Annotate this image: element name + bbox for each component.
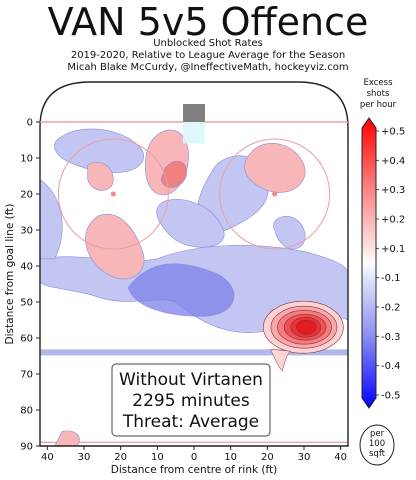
colorbar-title: Excess bbox=[363, 78, 393, 88]
y-tick-label: 70 bbox=[20, 370, 33, 381]
faceoff-dot-right bbox=[272, 191, 278, 197]
hot-spot-tail bbox=[269, 348, 291, 372]
rink-boards bbox=[39, 81, 349, 447]
y-tick-label: 50 bbox=[20, 298, 33, 309]
y-tick-label: 10 bbox=[20, 154, 33, 165]
y-tick-label: 30 bbox=[20, 226, 33, 237]
goal-crease bbox=[183, 122, 205, 144]
colorbar-tick-label: -0.5 bbox=[381, 391, 401, 402]
goal-net bbox=[183, 104, 205, 122]
faceoff-circle-right bbox=[219, 138, 331, 250]
faceoff-circle-left bbox=[57, 138, 169, 250]
cool-region-right-circle bbox=[273, 216, 306, 250]
colorbar-tick-label: +0.4 bbox=[381, 156, 405, 167]
y-tick-label: 90 bbox=[20, 442, 33, 453]
colorbar bbox=[361, 117, 377, 409]
unit-badge bbox=[359, 424, 395, 466]
colorbar-tick-label: +0.5 bbox=[381, 127, 405, 138]
x-tick-label: 20 bbox=[114, 452, 127, 463]
colorbar-tick-label: -0.3 bbox=[381, 332, 401, 343]
faceoff-dot-left bbox=[110, 191, 116, 197]
annotation-player-line: Without Virtanen bbox=[119, 370, 263, 390]
chart-title: VAN 5v5 Offence bbox=[47, 0, 369, 44]
x-tick-label: 30 bbox=[78, 452, 91, 463]
y-axis-label: Distance from goal line (ft) bbox=[4, 204, 16, 345]
cool-region-left-boards bbox=[40, 179, 63, 260]
x-axis-label: Distance from centre of rink (ft) bbox=[111, 464, 278, 476]
y-tick-label: 40 bbox=[20, 262, 33, 273]
chart-subtitle: Unblocked Shot Rates bbox=[153, 38, 263, 49]
chart-author-credit: Micah Blake McCurdy, @IneffectiveMath, h… bbox=[67, 62, 349, 73]
hot-spot-contour bbox=[296, 319, 317, 335]
colorbar-title: shots bbox=[367, 89, 390, 99]
x-tick-label: 0 bbox=[191, 452, 197, 463]
colorbar-tick-label: +0.3 bbox=[381, 185, 405, 196]
warm-region-left-circle bbox=[85, 213, 145, 280]
cold-region-slot bbox=[127, 263, 235, 317]
unit-badge-text: sqft bbox=[369, 449, 386, 459]
chart-season-line: 2019-2020, Relative to League Average fo… bbox=[70, 50, 346, 61]
warm-region-net-front-core bbox=[160, 160, 187, 188]
x-tick-label: 20 bbox=[261, 452, 274, 463]
x-tick-label: 40 bbox=[334, 452, 347, 463]
annotation-box bbox=[111, 363, 271, 437]
annotation-threat-line: Threat: Average bbox=[122, 412, 259, 432]
warm-region-right-faceoff bbox=[244, 143, 306, 193]
colorbar-tick-label: -0.1 bbox=[381, 273, 401, 284]
x-tick-label: 10 bbox=[151, 452, 164, 463]
annotation-minutes-line: 2295 minutes bbox=[132, 391, 250, 411]
warm-region-neutral bbox=[54, 430, 80, 446]
y-tick-label: 20 bbox=[20, 190, 33, 201]
colorbar-tick-label: -0.2 bbox=[381, 303, 401, 314]
colorbar-tick-label: -0.4 bbox=[381, 361, 401, 372]
colorbar-tick-label: +0.2 bbox=[381, 215, 405, 226]
blue-line bbox=[40, 349, 348, 356]
y-tick-label: 0 bbox=[27, 118, 33, 129]
x-tick-label: 10 bbox=[224, 452, 237, 463]
x-tick-label: 40 bbox=[41, 452, 54, 463]
unit-badge-text: 100 bbox=[369, 439, 385, 449]
y-tick-label: 60 bbox=[20, 334, 33, 345]
x-tick-label: 30 bbox=[298, 452, 311, 463]
cool-region-centre bbox=[156, 199, 225, 248]
unit-badge-text: per bbox=[370, 429, 385, 439]
colorbar-title: per hour bbox=[360, 100, 397, 110]
y-tick-label: 80 bbox=[20, 406, 33, 417]
warm-region-left-faceoff bbox=[87, 162, 114, 191]
colorbar-tick-label: +0.1 bbox=[381, 244, 405, 255]
